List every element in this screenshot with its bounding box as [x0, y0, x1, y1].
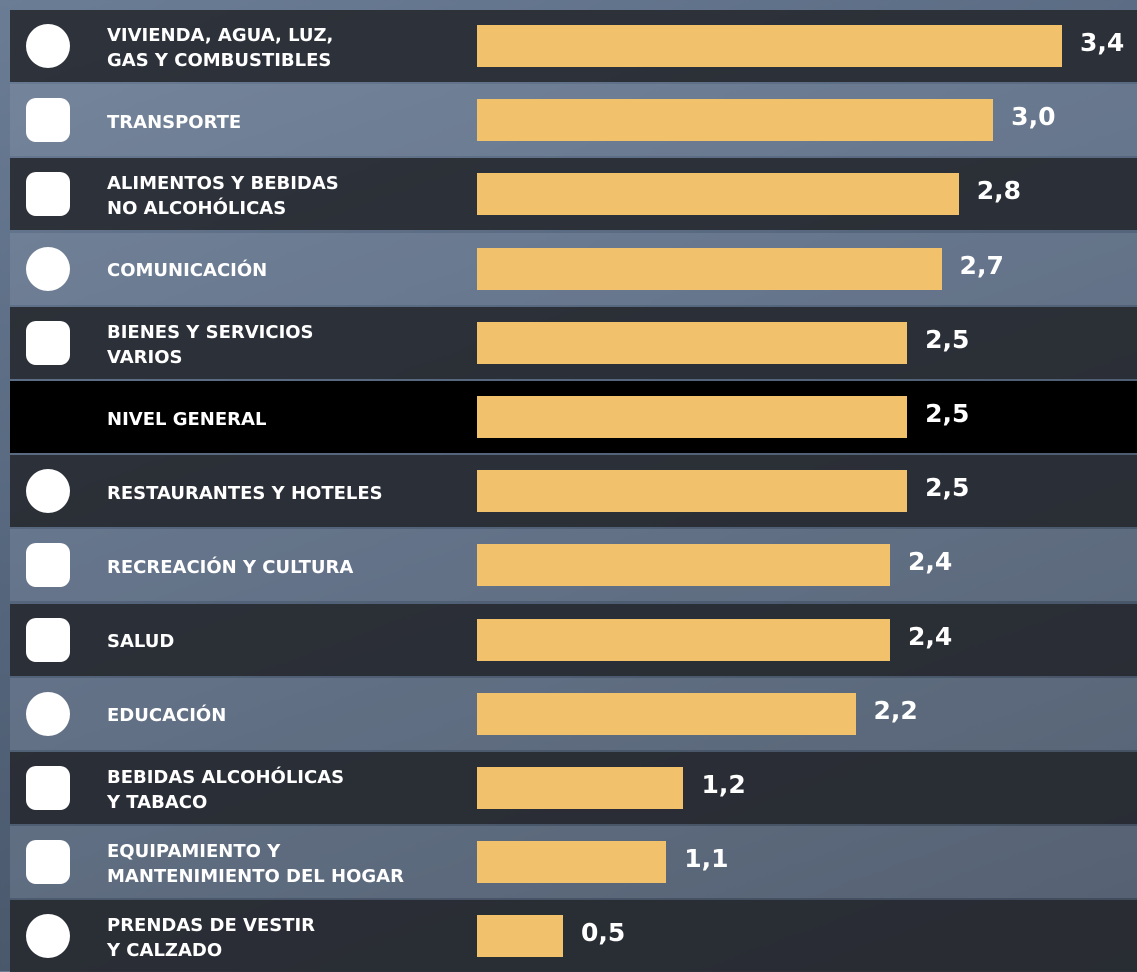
category-icon	[26, 98, 70, 143]
value-label: 2,4	[907, 621, 953, 651]
bar	[477, 841, 667, 884]
bar	[477, 99, 994, 142]
category-label: COMUNICACIÓN	[107, 260, 268, 282]
value-label: 2,2	[873, 695, 918, 725]
category-icon	[26, 914, 70, 959]
bar	[477, 247, 942, 290]
bar	[477, 618, 890, 661]
category-label: RECREACIÓN Y CULTURA	[107, 556, 354, 578]
bar	[477, 470, 908, 513]
category-label: BEBIDAS ALCOHÓLICAS Y TABACO	[107, 767, 345, 813]
category-icon	[26, 617, 70, 662]
value-label: 0,5	[581, 918, 626, 948]
bar	[477, 544, 890, 587]
category-icon	[26, 469, 70, 514]
category-icon	[26, 24, 70, 68]
bar	[477, 321, 908, 364]
bar	[477, 767, 684, 809]
category-label: TRANSPORTE	[107, 111, 242, 133]
category-icon	[26, 320, 70, 365]
value-label: 2,8	[976, 176, 1022, 206]
category-label: VIVIENDA, AGUA, LUZ, GAS Y COMBUSTIBLES	[107, 25, 334, 71]
category-label: RESTAURANTES Y HOTELES	[107, 482, 383, 504]
value-label: 2,7	[959, 250, 1004, 280]
value-label: 1,1	[684, 844, 729, 874]
category-label: BIENES Y SERVICIOS VARIOS	[107, 321, 314, 368]
row-background	[10, 900, 1137, 972]
category-icon	[26, 172, 70, 217]
category-label: ALIMENTOS Y BEBIDAS NO ALCOHÓLICAS	[107, 173, 339, 220]
category-icon	[26, 246, 70, 291]
category-icon	[26, 691, 70, 736]
bar	[477, 173, 959, 216]
bar	[477, 396, 908, 438]
value-label: 3,0	[1011, 102, 1056, 132]
value-label: 1,2	[701, 770, 746, 799]
category-label: EQUIPAMIENTO Y MANTENIMIENTO DEL HOGAR	[107, 841, 404, 888]
category-label: SALUD	[107, 631, 175, 653]
value-label: 2,5	[925, 399, 970, 428]
category-icon	[26, 840, 70, 885]
category-icon	[26, 766, 70, 810]
category-label: EDUCACIÓN	[107, 705, 227, 727]
value-label: 3,4	[1080, 28, 1125, 57]
value-label: 2,5	[925, 473, 970, 503]
category-label: NIVEL GENERAL	[107, 408, 267, 430]
value-label: 2,4	[907, 547, 953, 577]
bar	[477, 915, 564, 958]
category-icon	[26, 543, 70, 588]
bar	[477, 692, 856, 735]
bar	[477, 25, 1062, 67]
category-label: PRENDAS DE VESTIR Y CALZADO	[107, 915, 316, 962]
value-label: 2,5	[925, 324, 970, 354]
